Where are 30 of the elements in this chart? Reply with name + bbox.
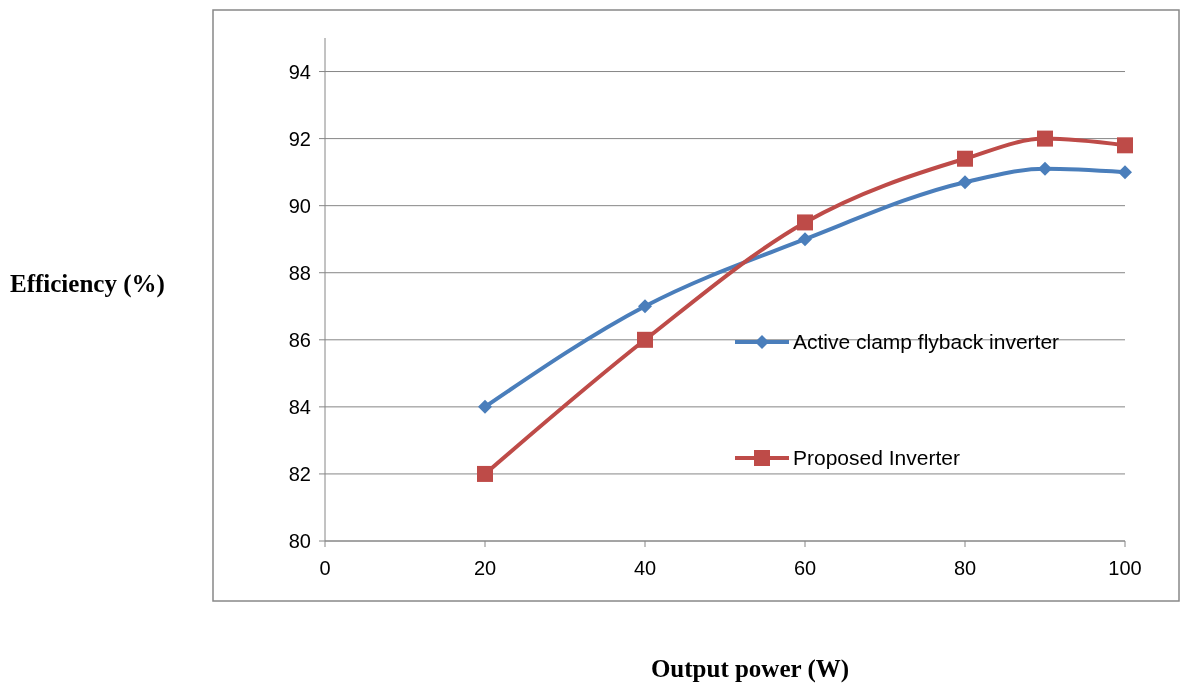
y-tick-label: 92 (288, 127, 311, 150)
y-tick-label: 84 (288, 395, 311, 418)
y-axis-title: Efficiency (%) (10, 270, 165, 298)
x-tick-label: 40 (633, 557, 657, 579)
y-tick-label: 90 (288, 194, 311, 217)
y-tick-label: 86 (288, 328, 311, 351)
point (797, 214, 813, 231)
point (477, 465, 493, 482)
x-tick-label: 60 (793, 557, 817, 579)
y-tick-label: 94 (288, 60, 311, 83)
point (1037, 130, 1053, 147)
y-tick-label: 82 (288, 462, 311, 485)
legend-label: Proposed Inverter (793, 446, 960, 470)
point (638, 299, 652, 314)
point (1117, 137, 1133, 154)
point (1038, 161, 1052, 176)
x-tick-label: 0 (319, 557, 331, 579)
x-tick-label: 80 (953, 557, 977, 579)
x-tick-label: 20 (473, 557, 497, 579)
x-axis-title: Output power (W) (650, 655, 850, 683)
point (958, 175, 972, 190)
y-tick-label: 88 (288, 261, 311, 284)
point (957, 150, 973, 167)
y-tick-label: 80 (288, 530, 311, 552)
point (637, 331, 653, 348)
point (798, 232, 812, 247)
x-tick-label: 100 (1108, 557, 1142, 579)
point (478, 399, 492, 414)
point (1118, 165, 1132, 180)
legend-label: Active clamp flyback inverter (793, 330, 1060, 354)
